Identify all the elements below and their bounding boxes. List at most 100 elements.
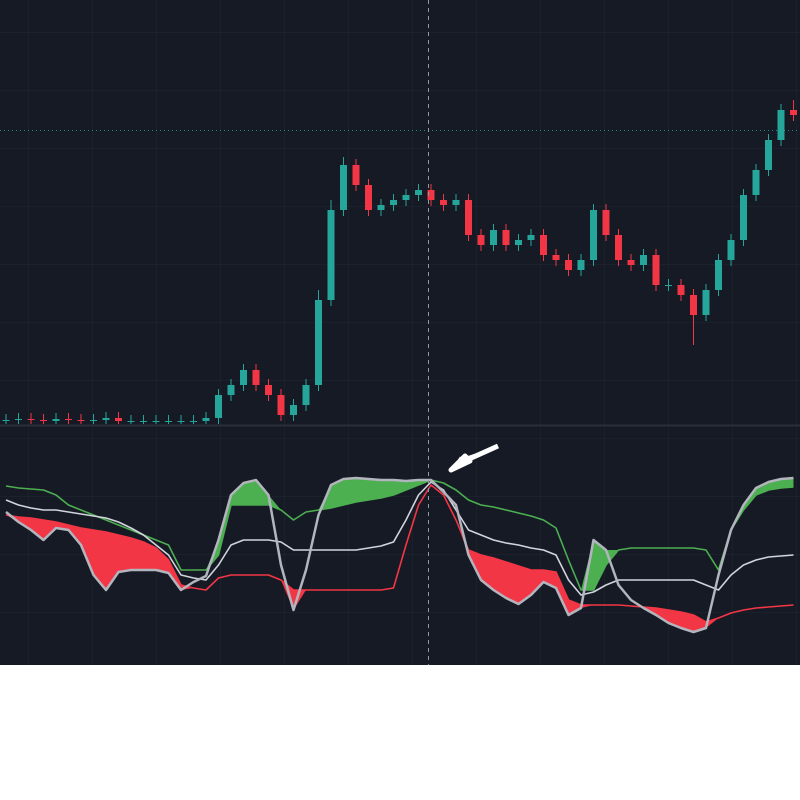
candle-body (140, 421, 147, 422)
candle-body (452, 200, 460, 205)
fill-below (131, 538, 144, 570)
fill-below (681, 612, 694, 632)
candle-body (590, 210, 597, 260)
fill-above (381, 480, 394, 498)
candle-body (52, 419, 60, 421)
fill-above (406, 480, 419, 490)
candle-body (665, 285, 672, 286)
fill-above (756, 482, 769, 495)
candle-body (265, 385, 272, 395)
indicator-line (5, 484, 794, 623)
fill-below (31, 518, 44, 540)
candle-body (215, 395, 222, 418)
candle-body (290, 405, 297, 415)
candle-body (540, 235, 547, 255)
fill-above (343, 478, 356, 505)
candle-body (440, 200, 447, 205)
candle-body (365, 185, 372, 210)
candle-body (427, 190, 435, 200)
candle-body (727, 240, 735, 260)
fill-below (93, 530, 106, 590)
price-pane (2, 100, 797, 424)
candle-body (177, 421, 185, 422)
fill-above (368, 479, 381, 500)
candle-body (640, 255, 647, 265)
candle-body (390, 200, 397, 205)
indicator-pane (5, 476, 794, 634)
fill-above (593, 540, 606, 590)
candle-body (190, 421, 197, 422)
candle-body (490, 230, 497, 245)
candle-body (552, 255, 560, 260)
fill-below (506, 562, 519, 604)
candle-body (615, 235, 622, 260)
candle-body (415, 190, 422, 195)
fill-below (156, 548, 169, 573)
fill-below (293, 590, 306, 610)
fill-below (143, 542, 156, 570)
candle-body (227, 385, 235, 395)
fill-below (43, 520, 56, 540)
candle-body (327, 210, 335, 300)
candle-body (252, 370, 260, 385)
candle-body (765, 140, 772, 170)
fill-below (556, 572, 569, 615)
candle-body (340, 165, 347, 210)
candle-body (702, 290, 710, 315)
indicator-line (5, 476, 794, 634)
candle-body (790, 110, 797, 115)
candle-body (65, 419, 72, 420)
fill-below (518, 566, 531, 604)
candle-body (115, 418, 122, 421)
fill-above (356, 478, 369, 502)
arrow (448, 443, 500, 473)
candle-body (377, 205, 385, 210)
fill-above (781, 478, 794, 488)
candle-body (202, 418, 210, 421)
candle-body (652, 255, 660, 285)
candle-body (752, 170, 760, 195)
candle-body (352, 165, 360, 185)
candle-body (740, 195, 747, 240)
fill-below (531, 570, 544, 595)
candle-body (477, 235, 485, 245)
indicator-line (5, 479, 794, 591)
candle-body (127, 421, 135, 422)
candle-body (240, 370, 247, 385)
candle-body (302, 385, 310, 405)
candle-body (502, 230, 510, 245)
fill-below (118, 535, 131, 572)
candle-body (165, 421, 172, 422)
candle-body (677, 285, 685, 295)
candle-body (527, 235, 535, 240)
fill-above (243, 480, 256, 505)
candle-body (152, 421, 160, 422)
candle-body (315, 300, 322, 385)
candle-body (2, 420, 10, 421)
candle-body (577, 260, 585, 270)
candle-body (77, 420, 85, 421)
fill-below (493, 558, 506, 598)
fill-below (706, 618, 719, 628)
candle-body (515, 240, 522, 245)
fill-above (231, 483, 244, 505)
indicator-line (5, 481, 794, 596)
candle-body (27, 419, 35, 420)
candle-body (90, 420, 97, 421)
fill-above (331, 479, 344, 508)
candle-body (627, 260, 635, 265)
candle-body (277, 395, 285, 415)
candle-body (602, 210, 610, 235)
candle-body (40, 420, 47, 421)
candle-body (715, 260, 722, 290)
candle-body (102, 418, 110, 420)
fill-below (81, 528, 94, 575)
fill-below (656, 608, 669, 623)
fill-above (256, 480, 269, 505)
candle-body (565, 260, 572, 270)
candle-body (777, 110, 785, 140)
candle-body (402, 195, 410, 200)
candle-body (465, 200, 472, 235)
